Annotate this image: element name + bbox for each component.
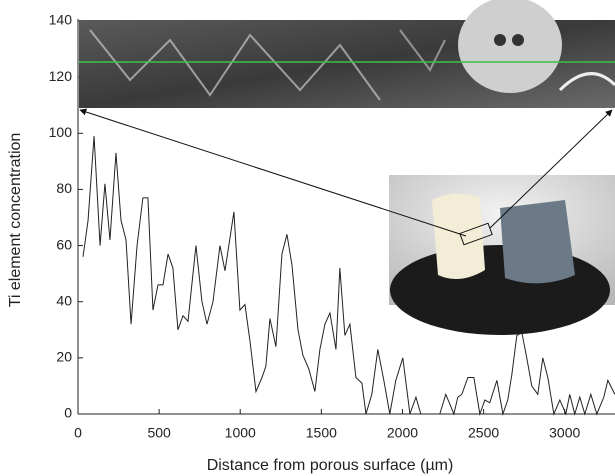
y-tick-label: 0 — [64, 405, 72, 421]
plot-area — [77, 19, 615, 416]
x-tick-label: 1000 — [225, 425, 256, 441]
arrow — [79, 108, 467, 237]
x-tick-label: 1500 — [306, 425, 337, 441]
y-axis-label: Ti element concentration — [7, 133, 24, 308]
x-tick-label: 3000 — [549, 425, 580, 441]
x-tick-label: 2500 — [468, 425, 499, 441]
y-tick-label: 80 — [56, 180, 72, 196]
y-tick-label: 100 — [49, 124, 73, 140]
arrow — [489, 109, 613, 229]
y-tick-label: 20 — [56, 349, 72, 365]
x-tick-label: 0 — [74, 425, 82, 441]
x-axis-label: Distance from porous surface (µm) — [207, 457, 454, 474]
y-tick-label: 140 — [49, 12, 73, 28]
y-tick-label: 40 — [56, 292, 72, 308]
sem-inset — [79, 0, 615, 108]
data-line — [82, 136, 615, 416]
photo-inset — [389, 175, 615, 335]
x-tick-label: 500 — [147, 425, 171, 441]
y-tick-label: 120 — [49, 68, 73, 84]
y-tick-label: 60 — [56, 236, 72, 252]
x-tick-label: 2000 — [387, 425, 418, 441]
